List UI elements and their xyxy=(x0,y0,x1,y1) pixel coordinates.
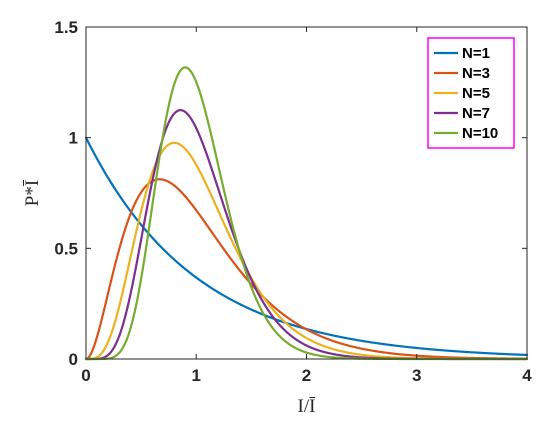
legend-label: N=5 xyxy=(462,85,490,102)
legend-item: N=10 xyxy=(434,125,498,142)
x-axis-label: I/Ī xyxy=(298,396,317,417)
y-tick-label: 1.5 xyxy=(54,18,78,37)
ticks-layer: 0 1 2 3 4 0 0.5 1 1.5 xyxy=(54,18,532,385)
x-tick-label: 1 xyxy=(192,366,201,385)
y-tick-label: 0.5 xyxy=(54,239,78,258)
y-tick-label: 0 xyxy=(69,350,78,369)
legend-item: N=7 xyxy=(434,105,490,122)
x-tick-label: 0 xyxy=(81,366,90,385)
series-line-n3 xyxy=(84,178,529,361)
legend-items: N=1 N=3 N=5 N=7 N=10 xyxy=(434,45,498,142)
legend-item: N=3 xyxy=(434,65,490,82)
legend-label: N=3 xyxy=(462,65,490,82)
legend-label: N=7 xyxy=(462,105,490,122)
y-axis-label: P*Ī xyxy=(22,179,43,206)
legend-label: N=1 xyxy=(462,45,490,62)
x-tick-label: 2 xyxy=(302,366,311,385)
legend-label: N=10 xyxy=(462,125,498,142)
y-tick-label: 1 xyxy=(69,129,78,148)
legend: N=1 N=3 N=5 N=7 N=10 xyxy=(427,37,515,149)
x-tick-label: 3 xyxy=(412,366,421,385)
x-tick-label: 4 xyxy=(522,366,532,385)
legend-item: N=1 xyxy=(434,45,490,62)
legend-item: N=5 xyxy=(434,85,490,102)
